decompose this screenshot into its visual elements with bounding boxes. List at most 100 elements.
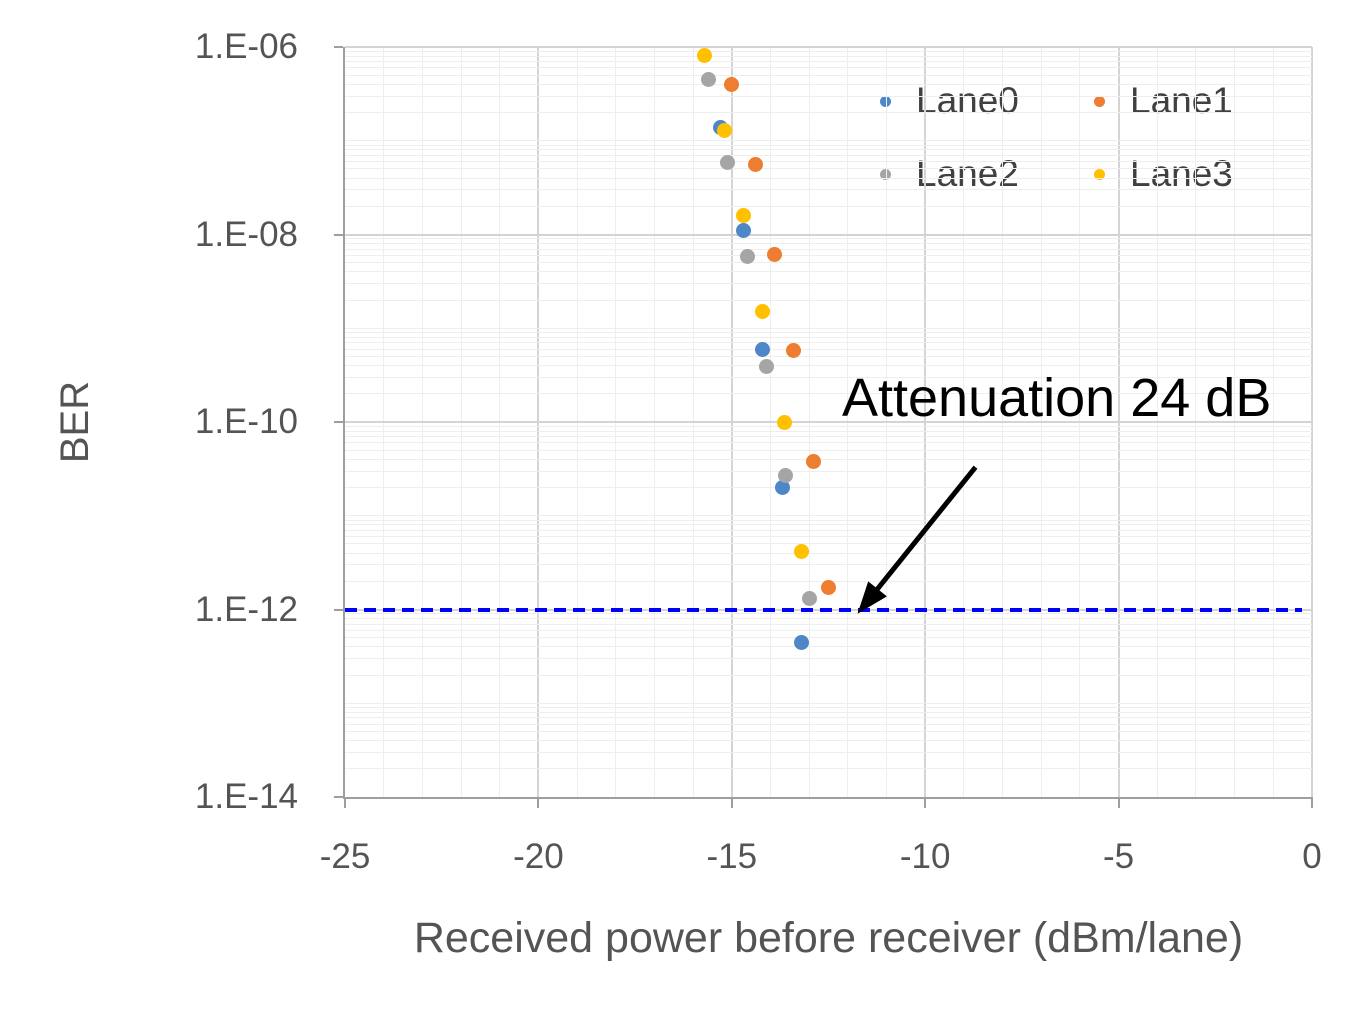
data-point-lane1: [786, 342, 802, 358]
gridline-minor-horizontal: [345, 442, 1312, 444]
gridline-minor-horizontal: [345, 564, 1312, 566]
lane1-marker-icon: [1094, 95, 1105, 107]
x-axis-line: [343, 797, 1313, 799]
data-point-lane2: [801, 591, 817, 607]
lane0-marker-icon: [880, 95, 891, 107]
gridline-minor-horizontal: [345, 529, 1312, 531]
data-point-lane0: [755, 341, 771, 357]
x-tick-label: -10: [899, 837, 951, 876]
gridline-minor-horizontal: [345, 430, 1312, 432]
gridline-minor-horizontal: [345, 168, 1312, 170]
data-point-lane2: [778, 467, 794, 483]
y-tick-label: 1.E-06: [194, 27, 298, 66]
gridline-minor-horizontal: [345, 95, 1312, 97]
gridline-minor-horizontal: [345, 536, 1312, 538]
data-point-lane3: [793, 543, 809, 559]
gridline-minor-horizontal: [345, 658, 1312, 660]
gridline-minor-horizontal: [345, 711, 1312, 713]
y-axis-tick: [334, 796, 343, 798]
legend-item-lane3: Lane3: [1094, 151, 1233, 197]
gridline-minor-horizontal: [345, 283, 1312, 285]
gridline-minor-horizontal: [345, 342, 1312, 344]
data-point-lane1: [724, 76, 740, 92]
legend-label-lane2: Lane2: [916, 153, 1019, 194]
x-axis-tick: [344, 799, 346, 808]
x-axis-tick: [924, 799, 927, 808]
gridline-minor-horizontal: [345, 613, 1312, 615]
gridline-minor-horizontal: [345, 393, 1312, 395]
x-tick-label: -15: [706, 837, 758, 876]
gridline-minor-horizontal: [345, 436, 1312, 438]
y-tick-label: 1.E-14: [194, 777, 298, 816]
lane3-marker-icon: [1094, 168, 1105, 180]
gridline-minor-horizontal: [345, 519, 1312, 521]
gridline-minor-horizontal: [345, 768, 1312, 770]
gridline-minor-horizontal: [345, 740, 1312, 742]
y-axis-line: [343, 47, 345, 799]
gridline-minor-horizontal: [345, 248, 1312, 250]
gridline-minor-horizontal: [345, 205, 1312, 207]
x-tick-label: -5: [1103, 837, 1135, 876]
gridline-minor-horizontal: [345, 629, 1312, 631]
data-point-lane3: [755, 304, 771, 320]
y-axis-tick: [334, 233, 343, 236]
gridline-minor-horizontal: [345, 327, 1312, 329]
gridline-minor-horizontal: [345, 161, 1312, 163]
data-point-lane2: [739, 249, 755, 265]
x-tick-label: -25: [319, 837, 371, 876]
legend-label-lane0: Lane0: [916, 80, 1019, 121]
gridline-minor-horizontal: [345, 623, 1312, 625]
gridline-minor-horizontal: [345, 112, 1312, 114]
y-axis-tick: [334, 421, 343, 423]
gridline-minor-horizontal: [345, 646, 1312, 648]
gridline-minor-horizontal: [345, 189, 1312, 191]
gridline-minor-horizontal: [345, 717, 1312, 719]
gridline-minor-horizontal: [345, 348, 1312, 350]
gridline-minor-horizontal: [345, 515, 1312, 517]
gridline-minor-horizontal: [345, 449, 1312, 451]
legend-item-lane0: Lane0: [880, 78, 1019, 124]
gridline-minor-horizontal: [345, 140, 1312, 142]
gridline-minor-horizontal: [345, 618, 1312, 620]
legend-label-lane1: Lane1: [1130, 80, 1233, 121]
data-point-lane2: [720, 155, 736, 171]
gridline-major-horizontal: [345, 233, 1312, 236]
gridline-minor-horizontal: [345, 487, 1312, 489]
x-axis-tick: [730, 799, 733, 808]
x-axis-tick: [1311, 799, 1313, 808]
gridline-minor-horizontal: [345, 332, 1312, 334]
y-axis-tick: [334, 46, 343, 48]
gridline-minor-horizontal: [345, 177, 1312, 179]
legend-item-lane1: Lane1: [1094, 78, 1233, 124]
data-point-lane3: [776, 414, 792, 430]
x-axis-tick: [537, 799, 540, 808]
data-point-lane0: [735, 223, 751, 239]
gridline-minor-horizontal: [345, 149, 1312, 151]
gridline-minor-horizontal: [345, 425, 1312, 427]
data-point-lane0: [774, 480, 790, 496]
gridline-minor-horizontal: [345, 67, 1312, 69]
gridline-minor-horizontal: [345, 262, 1312, 264]
gridline-minor-horizontal: [345, 637, 1312, 639]
gridline-minor-horizontal: [345, 470, 1312, 472]
data-point-lane1: [821, 580, 836, 596]
y-axis-tick: [334, 608, 343, 611]
data-point-lane2: [759, 359, 775, 375]
gridline-minor-horizontal: [345, 674, 1312, 676]
gridline-major-horizontal: [345, 421, 1312, 423]
gridline-minor-horizontal: [345, 552, 1312, 554]
gridline-minor-horizontal: [345, 243, 1312, 245]
gridline-major-vertical: [1311, 47, 1313, 797]
gridline-minor-horizontal: [345, 55, 1312, 57]
y-axis-title: BER: [53, 380, 97, 464]
gridline-minor-horizontal: [345, 723, 1312, 725]
gridline-minor-horizontal: [345, 702, 1312, 704]
gridline-minor-horizontal: [345, 238, 1312, 240]
gridline-minor-horizontal: [345, 254, 1312, 256]
gridline-minor-horizontal: [345, 365, 1312, 367]
gridline-minor-horizontal: [345, 707, 1312, 709]
y-tick-label: 1.E-10: [194, 402, 298, 441]
legend-item-lane2: Lane2: [880, 151, 1019, 197]
legend-label-lane3: Lane3: [1130, 153, 1233, 194]
